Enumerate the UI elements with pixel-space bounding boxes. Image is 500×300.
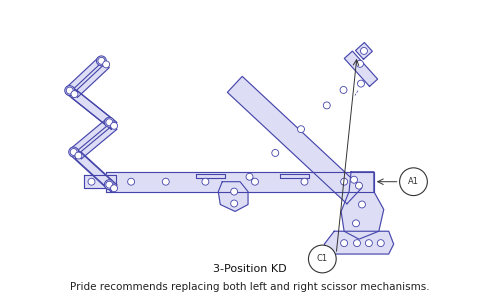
Polygon shape [72,61,109,98]
Circle shape [252,178,258,185]
Polygon shape [76,122,117,159]
Circle shape [358,201,366,208]
Text: 3-Position KD: 3-Position KD [213,264,287,274]
Text: Pride recommends replacing both left and right scissor mechanisms.: Pride recommends replacing both left and… [70,282,430,292]
Polygon shape [341,172,384,239]
Polygon shape [344,51,378,86]
Circle shape [352,220,360,227]
Circle shape [340,240,347,247]
Circle shape [340,178,347,185]
Polygon shape [67,87,112,126]
Circle shape [70,148,77,155]
Circle shape [68,147,78,157]
Polygon shape [72,91,117,129]
Circle shape [378,240,384,247]
Circle shape [98,57,105,64]
Polygon shape [324,231,394,254]
Circle shape [102,61,110,68]
Polygon shape [70,149,112,188]
Polygon shape [84,175,116,188]
Circle shape [366,240,372,247]
Circle shape [298,126,304,133]
Polygon shape [66,58,104,94]
Circle shape [356,60,364,67]
Circle shape [106,119,113,126]
Circle shape [162,178,170,185]
Circle shape [324,102,330,109]
Polygon shape [71,119,112,155]
Polygon shape [76,152,117,191]
Circle shape [356,182,362,189]
Circle shape [340,86,347,93]
Polygon shape [356,43,372,59]
Circle shape [128,178,134,185]
Circle shape [75,152,82,159]
Circle shape [230,188,237,195]
Circle shape [230,200,237,207]
Circle shape [110,185,117,192]
Circle shape [360,47,368,54]
Text: C1: C1 [317,254,328,263]
Circle shape [358,80,364,87]
Text: A1: A1 [408,177,419,186]
Circle shape [66,87,73,94]
Circle shape [64,85,74,95]
Circle shape [104,117,115,127]
Polygon shape [228,76,362,204]
Circle shape [104,180,115,190]
Circle shape [110,122,117,129]
Circle shape [272,149,278,156]
Circle shape [350,176,358,183]
Circle shape [202,178,209,185]
Circle shape [400,168,427,196]
Polygon shape [106,172,374,192]
Circle shape [88,178,95,185]
Circle shape [246,173,253,180]
Circle shape [106,181,113,188]
Circle shape [96,56,106,66]
Polygon shape [196,174,225,178]
Polygon shape [280,174,310,178]
Circle shape [71,91,78,98]
Circle shape [308,245,336,273]
Polygon shape [218,182,248,211]
Circle shape [301,178,308,185]
Circle shape [354,240,360,247]
